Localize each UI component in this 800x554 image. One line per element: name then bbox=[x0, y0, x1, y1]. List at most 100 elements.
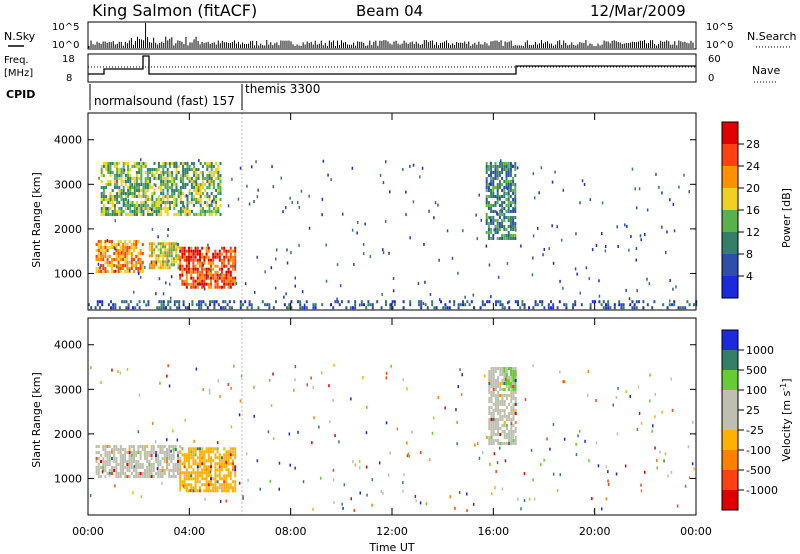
range-cell bbox=[492, 427, 495, 430]
range-cell bbox=[490, 376, 493, 379]
range-cell bbox=[499, 418, 502, 421]
range-cell bbox=[138, 210, 141, 213]
range-cell bbox=[120, 168, 123, 171]
range-cell bbox=[494, 406, 497, 409]
range-cell bbox=[229, 483, 232, 487]
range-cell bbox=[109, 195, 112, 198]
range-cell bbox=[499, 446, 501, 450]
range-cell bbox=[572, 306, 574, 310]
range-cell bbox=[429, 458, 431, 461]
range-cell bbox=[523, 306, 526, 310]
range-cell bbox=[505, 382, 508, 385]
range-cell bbox=[501, 409, 504, 412]
range-cell bbox=[215, 201, 218, 204]
range-cell bbox=[321, 213, 323, 217]
range-cell bbox=[495, 303, 497, 307]
range-cell bbox=[100, 186, 103, 189]
range-cell bbox=[223, 489, 226, 493]
frequency-trace bbox=[88, 55, 696, 75]
range-cell bbox=[97, 246, 100, 249]
range-cell bbox=[499, 382, 502, 385]
range-cell bbox=[197, 213, 200, 216]
range-cell bbox=[354, 303, 357, 307]
range-cell bbox=[507, 201, 510, 204]
range-cell bbox=[153, 263, 156, 267]
range-cell bbox=[147, 300, 150, 304]
nsky-label: N.Sky bbox=[4, 30, 36, 43]
range-cell bbox=[181, 447, 184, 451]
range-cell bbox=[116, 201, 119, 204]
range-cell bbox=[219, 189, 222, 192]
range-cell bbox=[385, 160, 387, 164]
range-cell bbox=[137, 270, 140, 273]
range-cell bbox=[188, 168, 191, 171]
range-cell bbox=[151, 168, 153, 171]
range-cell bbox=[175, 245, 178, 249]
range-cell bbox=[102, 445, 105, 448]
range-cell bbox=[194, 249, 197, 253]
range-cell bbox=[499, 415, 502, 418]
range-cell bbox=[204, 497, 206, 501]
range-cell bbox=[514, 400, 517, 403]
range-cell bbox=[175, 177, 178, 180]
range-cell bbox=[185, 255, 188, 259]
nave-label: Nave bbox=[752, 64, 780, 77]
range-cell bbox=[155, 177, 158, 180]
range-cell bbox=[187, 306, 189, 310]
range-cell bbox=[135, 267, 138, 270]
range-cell bbox=[497, 400, 500, 403]
range-cell bbox=[183, 279, 186, 283]
range-cell bbox=[512, 409, 515, 412]
range-cell bbox=[259, 487, 261, 491]
range-cell bbox=[107, 210, 110, 213]
range-cell bbox=[455, 408, 457, 412]
range-cell bbox=[588, 459, 590, 463]
range-cell bbox=[122, 466, 124, 469]
range-cell bbox=[127, 162, 130, 165]
range-cell bbox=[501, 171, 504, 174]
range-cell bbox=[598, 300, 601, 304]
range-cell bbox=[238, 481, 241, 485]
range-cell bbox=[186, 162, 189, 165]
range-cell bbox=[509, 228, 512, 231]
range-cell bbox=[285, 206, 287, 210]
range-cell bbox=[127, 207, 130, 210]
range-cell bbox=[199, 198, 202, 201]
range-cell bbox=[223, 246, 226, 250]
range-cell bbox=[188, 213, 191, 216]
range-cell bbox=[124, 180, 127, 183]
range-cell bbox=[509, 186, 512, 189]
range-cell bbox=[201, 282, 204, 286]
range-cell bbox=[170, 445, 173, 448]
range-cell bbox=[106, 246, 109, 249]
range-cell bbox=[227, 267, 230, 271]
range-cell bbox=[223, 249, 226, 253]
range-cell bbox=[130, 460, 133, 463]
range-cell bbox=[95, 451, 98, 454]
range-cell bbox=[217, 183, 220, 186]
range-cell bbox=[598, 294, 601, 298]
range-cell bbox=[167, 303, 170, 307]
range-cell bbox=[505, 228, 508, 231]
range-cell bbox=[168, 454, 171, 457]
range-cell bbox=[336, 297, 338, 301]
range-cell bbox=[151, 254, 153, 258]
range-cell bbox=[322, 159, 325, 163]
range-cell bbox=[157, 248, 160, 252]
range-cell bbox=[499, 400, 502, 403]
range-cell bbox=[208, 391, 211, 395]
range-cell bbox=[492, 412, 495, 415]
range-cell bbox=[554, 170, 556, 174]
range-cell bbox=[219, 186, 222, 189]
range-cell bbox=[362, 252, 365, 256]
range-cell bbox=[150, 260, 153, 264]
range-cell bbox=[120, 171, 123, 174]
range-cell bbox=[196, 279, 199, 283]
range-cell bbox=[199, 270, 201, 274]
range-cell bbox=[494, 382, 497, 385]
range-cell bbox=[108, 451, 111, 454]
range-cell bbox=[494, 439, 497, 442]
range-cell bbox=[498, 165, 501, 168]
range-cell bbox=[144, 445, 146, 448]
range-cell bbox=[135, 213, 138, 216]
